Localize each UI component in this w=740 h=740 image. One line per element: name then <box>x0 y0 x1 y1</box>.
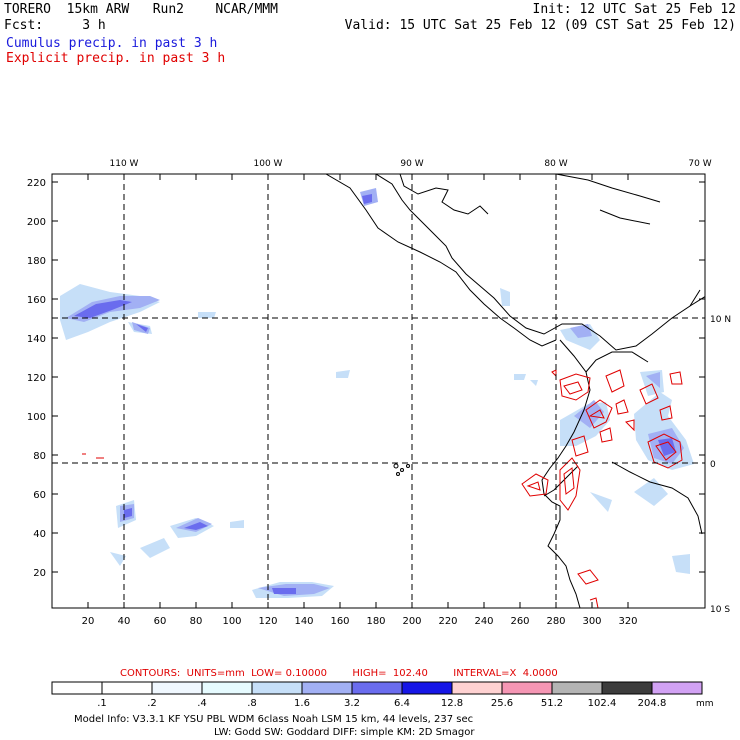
colorbar-label: 6.4 <box>394 698 410 709</box>
x-tick-label: 280 <box>546 616 565 627</box>
x-tick-label: 180 <box>366 616 385 627</box>
colorbar-label: .4 <box>197 698 207 709</box>
y-tick-label: 100 <box>27 412 46 423</box>
colorbar-swatch <box>451 681 503 695</box>
longitude-label: 80 W <box>544 159 567 169</box>
colorbar-swatch <box>401 681 453 695</box>
y-tick-label: 80 <box>33 451 46 462</box>
y-tick-label: 140 <box>27 334 46 345</box>
colorbar-label: .2 <box>147 698 157 709</box>
colorbar <box>51 681 703 695</box>
latitude-label: 0 <box>710 460 716 470</box>
x-tick-label: 20 <box>82 616 95 627</box>
colorbar-swatch <box>51 681 103 695</box>
latitude-label: 10 S <box>710 605 730 615</box>
colorbar-units: mm <box>696 699 714 709</box>
y-tick-label: 60 <box>33 490 46 501</box>
precip-fill-layer <box>60 188 694 598</box>
y-tick-label: 120 <box>27 373 46 384</box>
y-tick-label: 220 <box>27 178 46 189</box>
contour-info: CONTOURS: UNITS=mm LOW= 0.10000 HIGH= 10… <box>120 668 558 679</box>
x-tick-label: 60 <box>154 616 167 627</box>
colorbar-swatch <box>101 681 153 695</box>
coastlines <box>325 174 705 608</box>
colorbar-swatch <box>301 681 353 695</box>
colorbar-swatch <box>251 681 303 695</box>
longitude-label: 90 W <box>400 159 423 169</box>
x-tick-label: 220 <box>438 616 457 627</box>
init-time: Init: 12 UTC Sat 25 Feb 12 <box>532 2 737 17</box>
model-info-line-1: Model Info: V3.3.1 KF YSU PBL WDM 6class… <box>74 714 473 725</box>
lat-lon-grid <box>52 174 705 608</box>
colorbar-swatch <box>151 681 203 695</box>
x-tick-label: 160 <box>330 616 349 627</box>
x-tick-label: 320 <box>618 616 637 627</box>
y-tick-label: 160 <box>27 295 46 306</box>
x-tick-label: 200 <box>402 616 421 627</box>
explicit-precip-contours <box>82 369 683 608</box>
colorbar-swatch <box>551 681 603 695</box>
x-tick-label: 40 <box>118 616 131 627</box>
y-tick-label: 20 <box>33 568 46 579</box>
forecast-hour: Fcst: 3 h <box>4 18 106 33</box>
latitude-labels: 10 N 0 10 S <box>710 315 731 615</box>
colorbar-label: 12.8 <box>441 698 463 709</box>
galapagos-islands <box>393 463 410 476</box>
cumulus-precip-label: Cumulus precip. in past 3 h <box>6 36 218 51</box>
y-tick-label: 180 <box>27 256 46 267</box>
colorbar-label: 51.2 <box>541 698 563 709</box>
latitude-label: 10 N <box>710 315 731 325</box>
medium-precip-areas <box>66 188 684 596</box>
longitude-labels: 110 W 100 W 90 W 80 W 70 W <box>110 159 712 169</box>
x-tick-label: 100 <box>222 616 241 627</box>
longitude-label: 70 W <box>688 159 711 169</box>
x-tick-label: 240 <box>474 616 493 627</box>
model-info-line-2: LW: Godd SW: Goddard DIFF: simple KM: 2D… <box>214 727 475 738</box>
colorbar-swatch <box>201 681 253 695</box>
axis-ticks <box>52 174 705 608</box>
light-precip-areas <box>60 284 694 598</box>
colorbar-labels: .1 .2 .4 .8 1.6 3.2 6.4 12.8 25.6 51.2 102.4 204.8 <box>97 698 666 709</box>
heavy-precip-areas <box>74 194 676 594</box>
explicit-precip-label: Explicit precip. in past 3 h <box>6 51 226 66</box>
colorbar-label: 102.4 <box>588 698 617 709</box>
x-tick-label: 140 <box>294 616 313 627</box>
colorbar-swatch <box>601 681 653 695</box>
colorbar-label: 25.6 <box>491 698 513 709</box>
colorbar-swatch <box>501 681 553 695</box>
x-tick-label: 260 <box>510 616 529 627</box>
valid-time: Valid: 15 UTC Sat 25 Feb 12 (09 CST Sat … <box>344 18 736 33</box>
x-tick-label: 80 <box>190 616 203 627</box>
colorbar-label: .8 <box>247 698 257 709</box>
axis-tick-labels: 20 40 60 80 100 120 140 160 180 200 220 240 260 280 30… <box>27 178 638 627</box>
header-title: TORERO 15km ARW Run2 NCAR/MMM <box>4 2 278 17</box>
colorbar-swatch <box>351 681 403 695</box>
x-tick-label: 120 <box>258 616 277 627</box>
longitude-label: 100 W <box>254 159 283 169</box>
y-tick-label: 40 <box>33 529 46 540</box>
colorbar-label: .1 <box>97 698 107 709</box>
colorbar-label: 204.8 <box>638 698 667 709</box>
x-tick-label: 300 <box>582 616 601 627</box>
colorbar-label: 3.2 <box>344 698 360 709</box>
map-frame <box>51 173 706 609</box>
longitude-label: 110 W <box>110 159 139 169</box>
y-tick-label: 200 <box>27 217 46 228</box>
colorbar-label: 1.6 <box>294 698 310 709</box>
colorbar-swatch <box>651 681 703 695</box>
